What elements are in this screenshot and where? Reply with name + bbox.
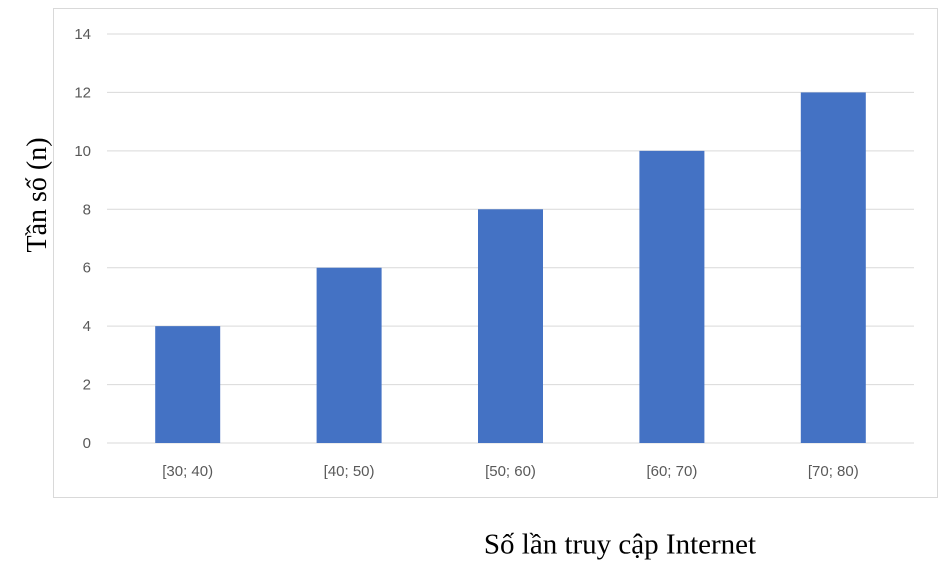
y-axis-label: Tần số (n) bbox=[22, 137, 53, 253]
x-tick-label: [50; 60) bbox=[485, 463, 536, 480]
x-tick-labels: [30; 40) [40; 50) [50; 60) [60; 70) [70; 80) bbox=[162, 463, 858, 480]
y-tick-label: 2 bbox=[83, 377, 91, 394]
x-tick-label: [40; 50) bbox=[324, 463, 375, 480]
y-tick-labels: 0 2 4 6 8 10 12 14 bbox=[74, 26, 91, 452]
y-tick-label: 12 bbox=[74, 84, 91, 101]
x-tick-label: [60; 70) bbox=[646, 463, 697, 480]
bar bbox=[639, 150, 705, 443]
bar bbox=[800, 92, 866, 443]
x-tick-label: [30; 40) bbox=[162, 463, 213, 480]
bar bbox=[316, 267, 382, 443]
bars bbox=[155, 92, 866, 443]
bar bbox=[155, 326, 221, 443]
y-tick-label: 10 bbox=[74, 143, 91, 160]
y-tick-label: 0 bbox=[83, 435, 91, 452]
y-tick-label: 8 bbox=[83, 201, 91, 218]
y-tick-label: 14 bbox=[74, 26, 91, 43]
x-tick-label: [70; 80) bbox=[808, 463, 859, 480]
bar bbox=[478, 209, 543, 443]
y-tick-label: 4 bbox=[83, 318, 91, 335]
x-axis-label: Số lần truy cập Internet bbox=[483, 528, 757, 561]
y-tick-label: 6 bbox=[83, 260, 91, 277]
